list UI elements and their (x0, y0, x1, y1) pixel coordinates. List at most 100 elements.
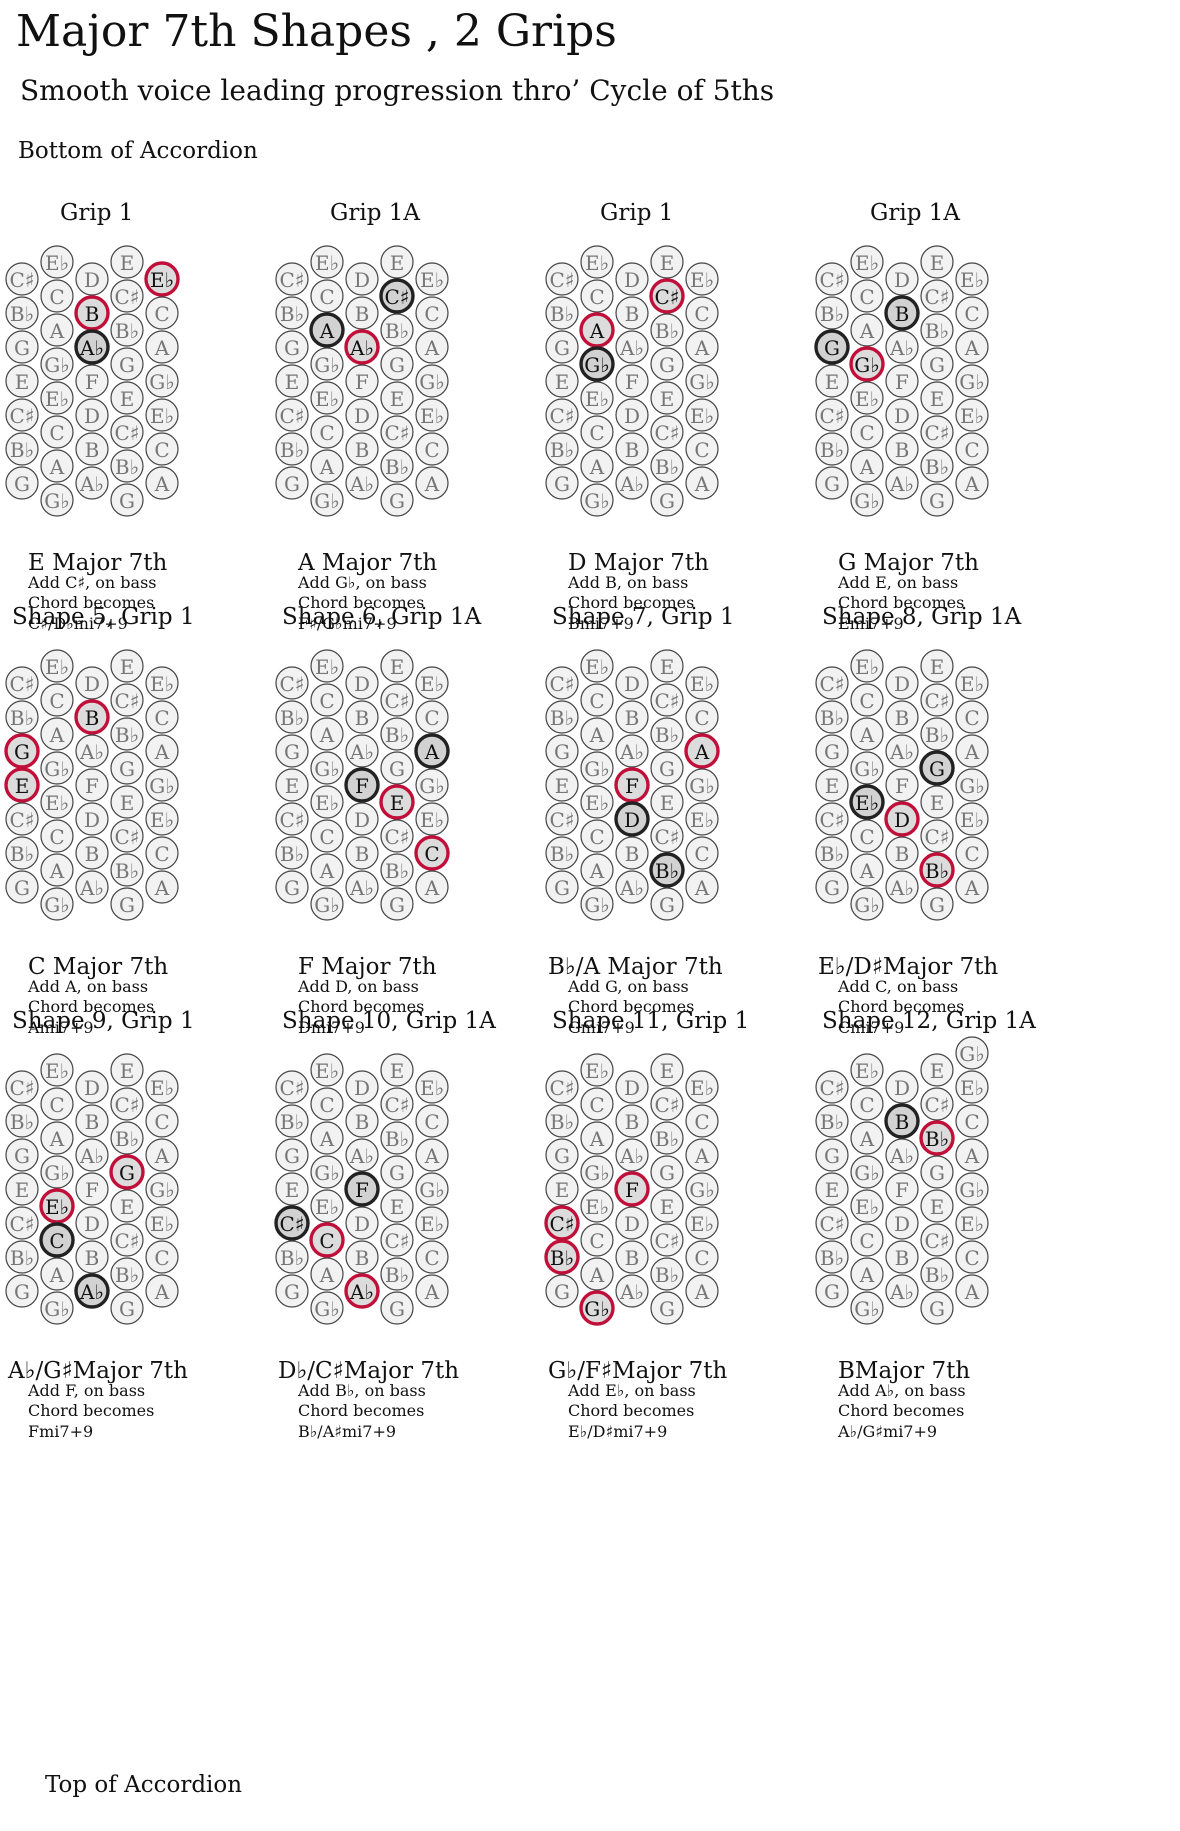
bass-button[interactable]: E (650, 381, 684, 415)
bass-button[interactable]: A (850, 1257, 884, 1291)
bass-button[interactable]: G♭ (310, 347, 344, 381)
bass-button[interactable]: D (615, 1206, 649, 1240)
bass-button[interactable]: E (650, 649, 684, 683)
bass-button[interactable]: G♭ (580, 1155, 614, 1189)
bass-button[interactable]: C (145, 1240, 179, 1274)
bass-button[interactable]: C♯ (275, 262, 309, 296)
bass-button[interactable]: C♯ (5, 262, 39, 296)
bass-button[interactable]: G (920, 1155, 954, 1189)
bass-button[interactable]: E (380, 649, 414, 683)
bass-button[interactable]: C (685, 296, 719, 330)
bass-button[interactable]: B♭ (815, 1104, 849, 1138)
bass-button[interactable]: D (345, 398, 379, 432)
bass-button[interactable]: E♭ (850, 1189, 884, 1223)
bass-button[interactable]: C (415, 296, 449, 330)
bass-button[interactable]: E (650, 245, 684, 279)
bass-button[interactable]: A (685, 330, 719, 364)
bass-button[interactable]: B (615, 700, 649, 734)
highlighted-button[interactable]: C (39, 1222, 75, 1258)
bass-button[interactable]: E♭ (850, 245, 884, 279)
bass-button[interactable]: D (615, 666, 649, 700)
bass-button[interactable]: A♭ (885, 1138, 919, 1172)
bass-button[interactable]: C (955, 700, 989, 734)
bass-button[interactable]: G (545, 330, 579, 364)
bass-button[interactable]: G♭ (850, 483, 884, 517)
bass-button[interactable]: B (345, 1240, 379, 1274)
bass-button[interactable]: G (545, 466, 579, 500)
bass-button[interactable]: A (685, 1138, 719, 1172)
bass-button[interactable]: B (75, 836, 109, 870)
bass-button[interactable]: C (850, 279, 884, 313)
bass-button[interactable]: C (415, 700, 449, 734)
bass-button[interactable]: E (380, 1053, 414, 1087)
bass-button[interactable]: C (145, 700, 179, 734)
bass-button[interactable]: C♯ (650, 1087, 684, 1121)
bass-button[interactable]: G♭ (145, 364, 179, 398)
bass-button[interactable]: C♯ (380, 415, 414, 449)
bass-button[interactable]: E (275, 1172, 309, 1206)
bass-button[interactable]: E♭ (685, 1070, 719, 1104)
highlighted-button[interactable]: F (344, 1171, 380, 1207)
bass-button[interactable]: E (650, 785, 684, 819)
bass-button[interactable]: E♭ (415, 1206, 449, 1240)
bass-button[interactable]: G♭ (310, 751, 344, 785)
bass-button[interactable]: E♭ (40, 785, 74, 819)
bass-button[interactable]: A (850, 717, 884, 751)
bass-button[interactable]: C (415, 1104, 449, 1138)
bass-button[interactable]: A (850, 449, 884, 483)
highlighted-button[interactable]: A (684, 733, 720, 769)
bass-button[interactable]: E♭ (955, 398, 989, 432)
bass-button[interactable]: G♭ (145, 1172, 179, 1206)
bass-button[interactable]: A♭ (75, 466, 109, 500)
bass-button[interactable]: A♭ (615, 466, 649, 500)
bass-button[interactable]: A (415, 870, 449, 904)
bass-button[interactable]: E (815, 1172, 849, 1206)
bass-button[interactable]: C♯ (920, 683, 954, 717)
bass-button[interactable]: C♯ (380, 1223, 414, 1257)
bass-button[interactable]: G♭ (40, 887, 74, 921)
bass-button[interactable]: G (380, 751, 414, 785)
bass-button[interactable]: A (685, 870, 719, 904)
bass-button[interactable]: G♭ (310, 483, 344, 517)
bass-button[interactable]: A (310, 717, 344, 751)
bass-button[interactable]: C (145, 836, 179, 870)
highlighted-button[interactable]: B♭ (544, 1239, 580, 1275)
bass-button[interactable]: A (850, 1121, 884, 1155)
bass-button[interactable]: D (75, 398, 109, 432)
bass-button[interactable]: B (345, 296, 379, 330)
bass-button[interactable]: A (955, 330, 989, 364)
highlighted-button[interactable]: A (414, 733, 450, 769)
bass-button[interactable]: B♭ (545, 432, 579, 466)
bass-button[interactable]: B♭ (110, 1257, 144, 1291)
bass-button[interactable]: G (815, 870, 849, 904)
bass-button[interactable]: E♭ (955, 802, 989, 836)
bass-button[interactable]: A (955, 466, 989, 500)
bass-button[interactable]: B (615, 296, 649, 330)
bass-button[interactable]: E♭ (415, 262, 449, 296)
bass-button[interactable]: D (75, 1070, 109, 1104)
bass-button[interactable]: B♭ (920, 313, 954, 347)
bass-button[interactable]: F (885, 1172, 919, 1206)
bass-button[interactable]: C♯ (110, 819, 144, 853)
bass-button[interactable]: C♯ (920, 279, 954, 313)
bass-button[interactable]: B (615, 836, 649, 870)
bass-button[interactable]: C♯ (650, 819, 684, 853)
highlighted-button[interactable]: A♭ (74, 1273, 110, 1309)
bass-button[interactable]: A (310, 1121, 344, 1155)
bass-button[interactable]: C♯ (275, 802, 309, 836)
bass-button[interactable]: B♭ (110, 1121, 144, 1155)
bass-button[interactable]: G (650, 1291, 684, 1325)
bass-button[interactable]: E♭ (685, 1206, 719, 1240)
bass-button[interactable]: B♭ (275, 700, 309, 734)
bass-button[interactable]: E♭ (145, 1206, 179, 1240)
bass-button[interactable]: D (615, 398, 649, 432)
bass-button[interactable]: E (815, 364, 849, 398)
bass-button[interactable]: C (580, 683, 614, 717)
bass-button[interactable]: G♭ (415, 364, 449, 398)
bass-button[interactable]: G (545, 734, 579, 768)
bass-button[interactable]: A (580, 853, 614, 887)
bass-button[interactable]: B♭ (275, 836, 309, 870)
bass-button[interactable]: C♯ (110, 1087, 144, 1121)
bass-button[interactable]: B♭ (110, 313, 144, 347)
bass-button[interactable]: C♯ (275, 1070, 309, 1104)
